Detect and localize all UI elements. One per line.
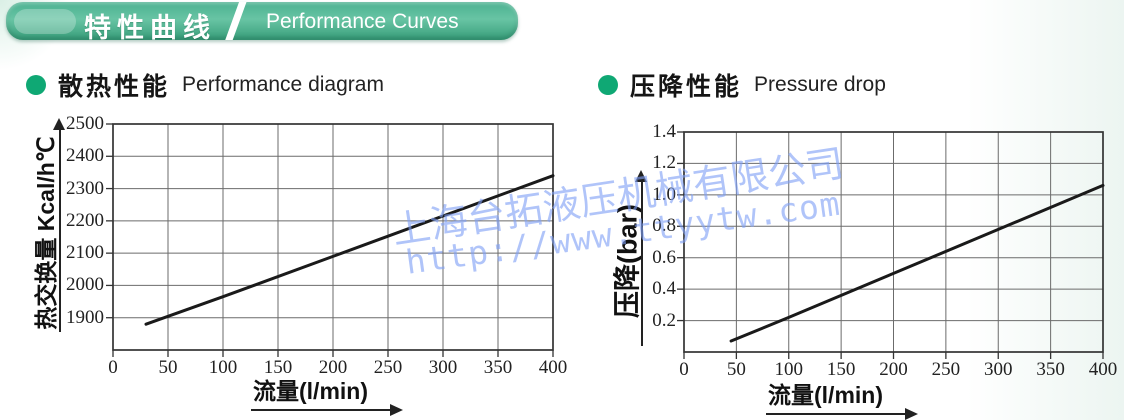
y-tick-label: 0.4 [652,278,676,300]
x-tick-label: 0 [679,359,689,380]
y-tick-label: 0.8 [652,215,676,237]
banner-pill-decoration [14,9,76,34]
x-tick-label: 100 [208,357,238,378]
y-tick-label: 2100 [66,242,104,264]
x-tick-label: 0 [108,357,118,378]
heat-plot-y-tick-labels: 1900 2000 2100 2200 2300 2400 2500 [56,113,106,350]
curve-pressure-drop [729,183,1105,343]
x-tick-label: 350 [1036,359,1065,380]
section-title-zh: 散热性能 [58,73,171,101]
arrow-up-icon [635,170,647,182]
section-title-heat-performance: 散热性能 Performance diagram [26,70,384,101]
slash-divider [223,2,248,40]
x-axis-label: 流量(l/min) [251,372,390,411]
section-title-en: Performance diagram [182,73,384,96]
y-tick-label: 1.4 [652,121,676,142]
y-axis-arrow-line [59,130,61,332]
heat-performance-plot [106,123,555,357]
y-tick-label: 2400 [66,145,104,167]
y-tick-label: 2200 [66,209,104,231]
x-axis-label-heat-wrap: 流量(l/min) [251,372,403,416]
x-tick-label: 350 [483,357,513,378]
y-tick-label: 2500 [66,113,104,134]
pressure-drop-plot [677,131,1105,359]
x-axis-label: 流量(l/min) [766,376,905,415]
arrow-right-icon [390,404,403,416]
green-dot-icon [26,75,46,95]
y-tick-label: 0.6 [652,246,676,268]
x-tick-label: 50 [158,357,178,378]
y-axis-label-heat: 热交换量 Kcal/h℃ [33,136,59,330]
y-tick-label: 0.2 [652,309,676,331]
curve-heat-exchange [144,174,555,326]
y-tick-label: 2300 [66,177,104,199]
x-axis-label-pressure-wrap: 流量(l/min) [766,376,918,420]
y-tick-label: 1.2 [652,152,676,174]
section-title-zh: 压降性能 [630,73,743,101]
y-tick-label: 2000 [66,274,104,296]
arrow-up-icon [53,118,65,130]
section-title-en: Pressure drop [754,73,886,96]
chart-grid-svg [106,123,555,357]
arrow-right-icon [905,408,918,420]
x-tick-label: 250 [931,359,961,380]
green-dot-icon [598,75,618,95]
header-banner: 特性曲线 Performance Curves [6,2,518,40]
x-tick-label: 300 [428,357,458,378]
chart-grid-svg [677,131,1105,359]
y-tick-label: 1900 [66,306,104,328]
section-title-pressure-drop: 压降性能 Pressure drop [598,70,886,101]
x-tick-label: 300 [984,359,1013,380]
x-tick-label: 400 [1088,359,1118,380]
x-tick-label: 400 [538,357,568,378]
x-tick-label: 50 [726,359,746,380]
y-tick-label: 1.0 [652,183,676,205]
y-axis-arrow-line [641,182,643,346]
banner-title-en: Performance Curves [266,10,459,33]
banner-title-zh: 特性曲线 [84,13,216,40]
y-axis-label-pressure: 压降(bar) [612,204,643,318]
